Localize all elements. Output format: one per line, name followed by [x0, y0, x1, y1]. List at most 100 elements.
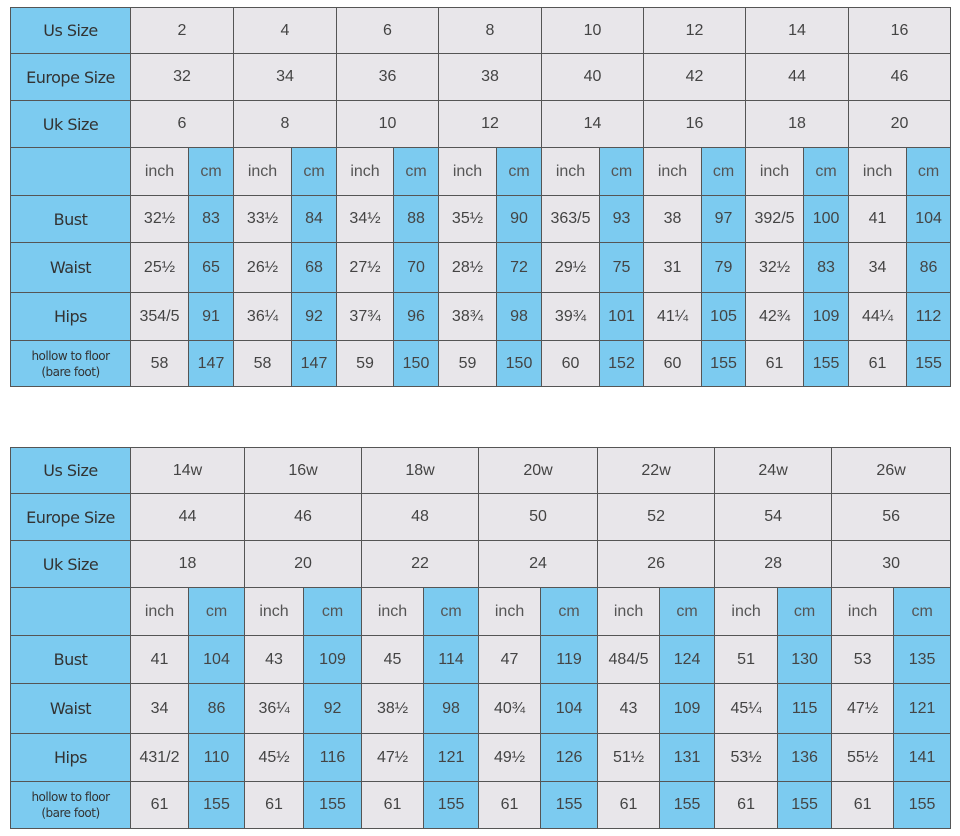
measurement-row: Waist 25½ 65 26½ 68 27½ 70 28½ 72 29½ 75 31 79 32½ 83 3…	[10, 242, 952, 293]
europe-size-cell: 32	[130, 53, 234, 101]
inch-value: 431/2	[130, 733, 189, 782]
cm-value: 114	[423, 635, 480, 684]
inch-value: 47	[478, 635, 542, 684]
measurement-row: Hips 354/5 91 36¼ 92 37¾ 96 38¾ 98 39¾ 101 41¼ 105 42…	[10, 292, 952, 341]
unit-inch: inch	[848, 147, 908, 196]
cm-value: 92	[303, 683, 363, 734]
unit-cm: cm	[188, 147, 234, 196]
uk-size-cell: 16	[643, 100, 747, 148]
cm-value: 100	[803, 195, 850, 243]
us-size-cell: 18w	[361, 447, 480, 494]
unit-inch: inch	[643, 147, 703, 196]
measurement-label: Hips	[10, 292, 131, 341]
europe-size-cell: 34	[233, 53, 337, 101]
unit-cm: cm	[303, 587, 363, 636]
cm-value: 86	[906, 242, 952, 293]
uk-size-cell: 20	[848, 100, 952, 148]
us-size-label: Us Size	[10, 7, 131, 54]
unit-inch: inch	[478, 587, 542, 636]
inch-value: 484/5	[597, 635, 661, 684]
us-size-cell: 16w	[244, 447, 363, 494]
measurement-label: Waist	[10, 683, 131, 734]
unit-cm: cm	[540, 587, 599, 636]
measurement-label: hollow to floor (bare foot)	[10, 340, 131, 387]
measurement-row: Bust 41 104 43 109 45 114 47 119 484/5 124 51 130 53 1…	[10, 635, 952, 684]
inch-value: 32½	[130, 195, 189, 243]
europe-size-label: Europe Size	[10, 493, 131, 541]
measurement-label: hollow to floor (bare foot)	[10, 781, 131, 829]
cm-value: 147	[291, 340, 337, 387]
cm-value: 155	[777, 781, 833, 829]
europe-size-cell: 48	[361, 493, 480, 541]
unit-cm: cm	[906, 147, 952, 196]
us-size-cell: 2	[130, 7, 234, 54]
unit-cm: cm	[423, 587, 480, 636]
unit-inch: inch	[130, 587, 189, 636]
uk-size-cell: 20	[244, 540, 363, 588]
cm-value: 155	[303, 781, 363, 829]
inch-value: 25½	[130, 242, 189, 293]
unit-cm: cm	[496, 147, 542, 196]
us-size-cell: 14	[745, 7, 850, 54]
inch-value: 61	[478, 781, 542, 829]
unit-cm: cm	[598, 147, 645, 196]
inch-value: 27½	[336, 242, 394, 293]
cm-value: 88	[393, 195, 439, 243]
inch-value: 29½	[541, 242, 600, 293]
unit-cm: cm	[187, 587, 246, 636]
europe-size-cell: 44	[129, 493, 246, 541]
us-size-cell: 10	[540, 7, 645, 54]
cm-value: 124	[659, 635, 716, 684]
uk-size-cell: 18	[129, 540, 246, 588]
unit-row: inch cm inch cm inch cm inch cm inch cm inch cm inch…	[10, 587, 952, 636]
uk-size-row: Uk Size 18 20 22 24 26 28 30	[10, 540, 952, 588]
us-size-row: Us Size 14w 16w 18w 20w 22w 24w 26w	[10, 447, 952, 494]
uk-size-cell: 14	[540, 100, 645, 148]
us-size-cell: 8	[438, 7, 542, 54]
inch-value: 61	[361, 781, 425, 829]
cm-value: 105	[701, 292, 747, 341]
inch-value: 47½	[831, 683, 895, 734]
inch-value: 61	[597, 781, 661, 829]
uk-size-label: Uk Size	[10, 100, 131, 148]
inch-value: 61	[848, 340, 908, 387]
uk-size-cell: 12	[438, 100, 542, 148]
uk-size-cell: 24	[478, 540, 599, 588]
inch-value: 51½	[597, 733, 661, 782]
cm-value: 84	[291, 195, 337, 243]
us-size-cell: 26w	[831, 447, 952, 494]
measurement-row: Bust 32½ 83 33½ 84 34½ 88 35½ 90 363/5 93 38 97 392/5…	[10, 195, 952, 243]
europe-size-cell: 46	[848, 53, 952, 101]
unit-inch: inch	[831, 587, 895, 636]
cm-value: 97	[701, 195, 747, 243]
cm-value: 110	[187, 733, 246, 782]
unit-row: inch cm inch cm inch cm inch cm inch cm inch cm inch…	[10, 147, 952, 196]
us-size-label: Us Size	[10, 447, 131, 494]
us-size-cell: 12	[643, 7, 747, 54]
cm-value: 152	[598, 340, 645, 387]
cm-value: 115	[777, 683, 833, 734]
measurement-label: Bust	[10, 635, 131, 684]
inch-value: 28½	[438, 242, 497, 293]
us-size-cell: 16	[848, 7, 952, 54]
us-size-cell: 20w	[478, 447, 599, 494]
cm-value: 83	[188, 195, 234, 243]
inch-value: 41	[130, 635, 189, 684]
inch-value: 55½	[831, 733, 895, 782]
unit-inch: inch	[541, 147, 600, 196]
cm-value: 93	[598, 195, 645, 243]
inch-value: 45	[361, 635, 425, 684]
europe-size-cell: 38	[438, 53, 542, 101]
cm-value: 104	[187, 635, 246, 684]
cm-value: 70	[393, 242, 439, 293]
uk-size-row: Uk Size 6 8 10 12 14 16 18 20	[10, 100, 952, 148]
cm-value: 91	[188, 292, 234, 341]
inch-value: 61	[130, 781, 189, 829]
cm-value: 65	[188, 242, 234, 293]
inch-value: 34	[130, 683, 189, 734]
cm-value: 116	[303, 733, 363, 782]
inch-value: 58	[233, 340, 292, 387]
cm-value: 136	[777, 733, 833, 782]
cm-value: 126	[540, 733, 599, 782]
uk-size-cell: 6	[130, 100, 234, 148]
